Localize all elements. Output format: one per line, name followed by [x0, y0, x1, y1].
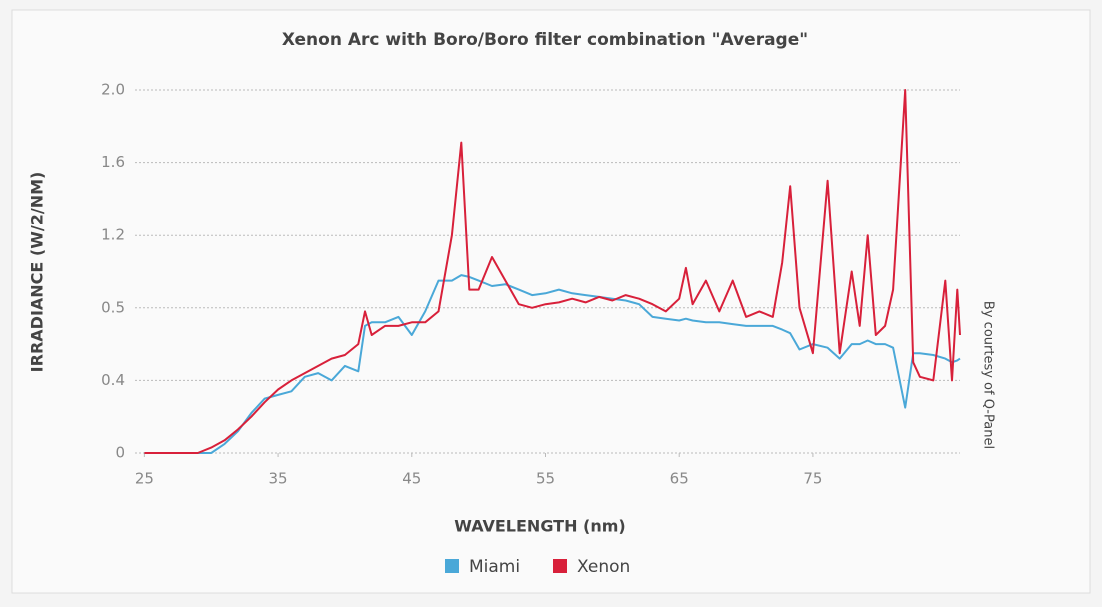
y-tick-label: 0	[115, 444, 125, 462]
x-tick-label: 35	[269, 470, 288, 488]
series-line	[144, 89, 961, 454]
x-tick-label: 65	[670, 470, 689, 488]
x-tick-label: 75	[803, 470, 822, 488]
x-tick-label: 55	[536, 470, 555, 488]
x-tick-label: 45	[402, 470, 421, 488]
series-line	[144, 274, 961, 454]
legend-swatch	[445, 559, 459, 573]
y-tick-label: 1.6	[101, 153, 125, 171]
annotation: By courtesy of Q-Panel	[981, 301, 996, 449]
legend-label: Xenon	[577, 557, 630, 577]
chart-panel	[11, 9, 1091, 594]
y-tick-label: 0.5	[101, 298, 125, 316]
x-axis-label: WAVELENGTH (nm)	[454, 517, 625, 536]
chart-title: Xenon Arc with Boro/Boro filter combinat…	[282, 30, 808, 50]
legend-label: Miami	[469, 557, 520, 577]
y-tick-label: 2.0	[101, 81, 125, 99]
y-axis-label: IRRADIANCE (W/2/NM)	[28, 172, 47, 373]
y-tick-label: 1.2	[101, 226, 125, 244]
y-tick-label: 0.4	[101, 371, 125, 389]
x-tick-label: 25	[135, 470, 154, 488]
legend-swatch	[553, 559, 567, 573]
